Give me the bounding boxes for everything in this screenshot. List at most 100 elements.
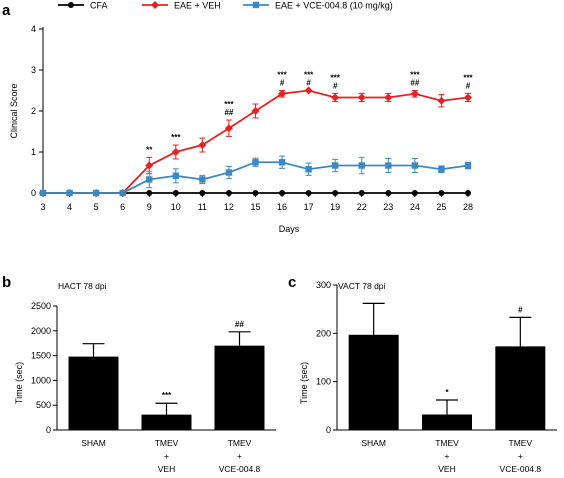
x-tick-label: 9 <box>147 202 152 212</box>
data-point <box>464 162 472 169</box>
x-axis-title: Days <box>279 224 300 234</box>
bar <box>68 356 119 430</box>
legend: CFA EAE + VEH EAE + VCE-004.8 (10 mg/kg) <box>58 1 393 11</box>
category-label: VEH <box>158 464 175 474</box>
significance-label: # <box>306 79 311 88</box>
data-point <box>438 166 445 173</box>
x-tick-label: 24 <box>410 202 420 212</box>
y-tick-label: 300 <box>316 280 331 290</box>
significance-label: *** <box>410 71 420 80</box>
y-tick-label: 0 <box>31 188 36 198</box>
category-label: TMEV <box>509 438 533 448</box>
data-point <box>145 161 154 170</box>
significance-label: # <box>280 79 285 88</box>
bar <box>348 334 399 430</box>
significance-label: *** <box>304 71 314 80</box>
x-tick-label: 12 <box>224 202 234 212</box>
significance-label: # <box>466 81 471 90</box>
data-point <box>146 176 153 183</box>
category-label: + <box>237 451 242 461</box>
legend-marker <box>252 1 260 9</box>
y-tick-label: 4 <box>31 24 36 34</box>
y-tick-label: 500 <box>36 400 51 410</box>
significance-label: # <box>333 81 338 90</box>
data-point <box>199 190 206 196</box>
data-point <box>411 162 419 169</box>
data-point <box>224 124 233 133</box>
data-point <box>92 189 100 197</box>
category-label: + <box>518 451 523 461</box>
legend-marker <box>68 2 74 8</box>
category-label: TMEV <box>155 438 179 448</box>
data-point <box>39 189 47 197</box>
y-tick-label: 1500 <box>31 351 51 361</box>
data-point <box>305 166 312 173</box>
category-label: VCE-004.8 <box>500 464 542 474</box>
data-point <box>251 107 260 115</box>
data-point <box>119 189 126 197</box>
significance-label: *** <box>463 73 473 82</box>
data-point <box>331 162 339 169</box>
significance-label: ## <box>224 108 233 117</box>
data-point <box>252 190 259 196</box>
panel-b-title: HACT 78 dpi <box>58 281 107 291</box>
data-point <box>172 172 180 179</box>
y-tick-label: 2000 <box>31 326 51 336</box>
significance-label: *** <box>162 391 172 400</box>
data-point <box>252 159 259 166</box>
significance-label: ## <box>235 320 244 329</box>
significance-label: # <box>518 305 523 314</box>
category-label: + <box>445 451 450 461</box>
panel-b-plot: 0 500 1000 1500 2000 2500 SHAM *** TMEV + VEH ## TME… <box>31 301 276 474</box>
significance-annotations: ********##***#***#***#***##***# <box>146 71 473 155</box>
bar <box>422 414 472 430</box>
x-tick-label: 22 <box>357 202 367 212</box>
x-tick-label: 4 <box>67 202 72 212</box>
panel-c-plot: 0 100 200 300 SHAM * TMEV + VEH # TMEV + VCE-004.8 <box>316 280 557 474</box>
panel-letter-b: b <box>2 274 11 291</box>
y-tick-label: 0 <box>46 425 51 435</box>
data-point <box>384 93 393 102</box>
category-label: VCE-004.8 <box>219 464 261 474</box>
data-point <box>464 93 472 102</box>
significance-label: *** <box>331 73 341 82</box>
data-point <box>278 89 287 98</box>
y-axis-title: Clinical Score <box>9 83 19 138</box>
panel-b-bar-chart: b HACT 78 dpi Time (sec) 0 500 1000 1500 200… <box>2 274 276 474</box>
panel-a-line-chart: a CFA EAE + VEH EAE + VCE-004.8 (10 mg/kg)… <box>2 1 474 235</box>
y-tick-label: 2 <box>31 106 36 116</box>
data-point <box>385 162 392 169</box>
data-point <box>358 190 365 196</box>
x-tick-label: 28 <box>463 202 473 212</box>
category-label: VEH <box>438 464 455 474</box>
series-1 <box>39 86 472 197</box>
series-line <box>43 161 469 194</box>
y-tick-label: 100 <box>316 377 331 387</box>
y-tick-label: 200 <box>316 328 331 338</box>
data-point <box>411 190 418 196</box>
significance-label: ## <box>410 79 419 88</box>
y-tick-label: 1 <box>31 147 36 157</box>
data-point <box>278 159 286 166</box>
data-point <box>304 86 313 95</box>
x-tick-label: 3 <box>40 202 45 212</box>
data-point <box>198 141 207 150</box>
y-tick-label: 3 <box>31 65 36 75</box>
panel-b-y-axis-title: Time (sec) <box>14 362 24 404</box>
category-label: + <box>164 451 169 461</box>
x-tick-label: 10 <box>171 202 181 212</box>
data-point <box>305 190 312 196</box>
bar <box>141 414 192 430</box>
data-point <box>171 148 180 156</box>
data-point <box>332 190 339 196</box>
data-point <box>225 169 233 176</box>
panel-c-bar-chart: c VACT 78 dpi Time (sec) 0 100 200 300 SHAM *… <box>288 274 557 474</box>
bar <box>214 345 265 430</box>
x-tick-label: 19 <box>330 202 340 212</box>
category-label: TMEV <box>228 438 252 448</box>
x-tick-label: 25 <box>436 202 446 212</box>
legend-label: CFA <box>90 1 108 11</box>
significance-label: *** <box>224 100 234 109</box>
